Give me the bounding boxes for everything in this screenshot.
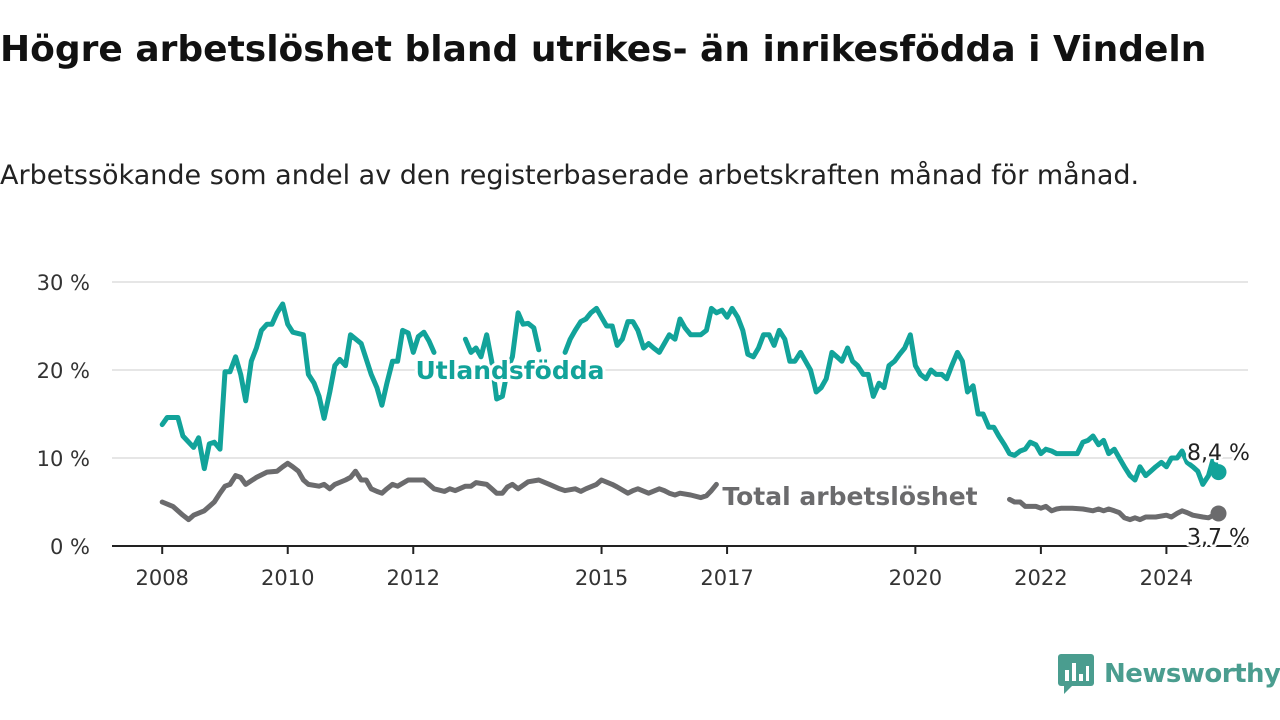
x-tick-label: 2012 xyxy=(387,566,440,590)
total-arbetsloshet-series-line xyxy=(159,460,1221,523)
y-tick-label: 30 % xyxy=(37,271,90,295)
bar-chart-logo-icon xyxy=(1058,654,1094,694)
x-tick-label: 2015 xyxy=(575,566,628,590)
series-label-utlandsfodda: Utlandsfödda xyxy=(416,356,605,385)
series-label-total-arbetsloshet: Total arbetslöshet xyxy=(722,482,977,511)
x-tick-label: 2008 xyxy=(135,566,188,590)
chart-title: Högre arbetslöshet bland utrikes- än inr… xyxy=(0,29,1207,70)
x-tick-label: 2022 xyxy=(1014,566,1067,590)
y-tick-label: 0 % xyxy=(50,535,90,559)
y-tick-label: 10 % xyxy=(37,447,90,471)
chart-subtitle: Arbetssökande som andel av den registerb… xyxy=(0,160,1140,191)
x-tick-label: 2017 xyxy=(700,566,753,590)
brand-name: Newsworthy xyxy=(1104,659,1280,689)
grid-layer: 0 % 10 % 20 % 30 % 2008 2010 2012 2015 2017 2020 2… xyxy=(37,271,1248,590)
series-layer xyxy=(159,301,1221,523)
utlandsfodda-end-point xyxy=(1210,464,1227,481)
total-end-value-label: 3,7 % xyxy=(1187,525,1250,550)
end-markers: 8,4 % 3,7 % xyxy=(1185,439,1253,553)
newsworthy-logo: Newsworthy xyxy=(1058,654,1280,694)
y-tick-label: 20 % xyxy=(37,359,90,383)
total-end-point xyxy=(1210,505,1227,522)
x-tick-label: 2024 xyxy=(1140,566,1193,590)
x-tick-label: 2010 xyxy=(261,566,314,590)
utlandsfodda-end-value-label: 8,4 % xyxy=(1187,441,1250,466)
utlandsfodda-series-line xyxy=(159,301,1221,487)
x-tick-label: 2020 xyxy=(889,566,942,590)
